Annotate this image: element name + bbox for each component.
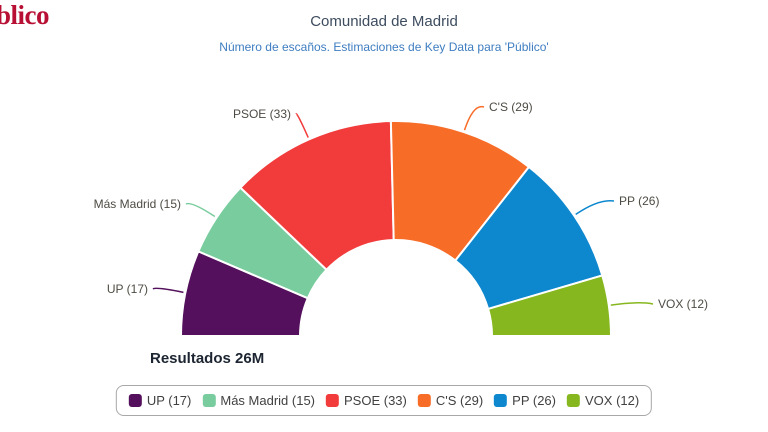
slice-connector-pp <box>575 199 615 215</box>
publico-logo[interactable]: blico <box>0 0 50 30</box>
slice-label-vox: VOX (12) <box>658 297 708 311</box>
slice-label-psoe: PSOE (33) <box>233 107 291 121</box>
legend-swatch-psoe <box>326 394 340 407</box>
legend-item-up[interactable]: UP (17) <box>128 393 192 408</box>
legend-label: VOX (12) <box>585 393 640 408</box>
legend-item-psoe[interactable]: PSOE (33) <box>326 393 407 408</box>
legend-label: C'S (29) <box>435 393 484 408</box>
slice-connector-mas-madrid <box>185 202 216 218</box>
legend-item-mas-madrid[interactable]: Más Madrid (15) <box>202 393 315 408</box>
chart-subtitle: Número de escaños. Estimaciones de Key D… <box>219 40 549 54</box>
results-annotation: Resultados 26M <box>150 350 265 367</box>
slice-connector-c-s <box>463 105 485 131</box>
legend-item-c-s[interactable]: C'S (29) <box>417 393 484 408</box>
legend-item-pp[interactable]: PP (26) <box>494 393 556 408</box>
legend-swatch-c-s <box>417 394 431 407</box>
legend: UP (17) Más Madrid (15) PSOE (33) C'S (29) P… <box>115 385 653 416</box>
slice-vox[interactable] <box>487 274 612 337</box>
slice-connector-psoe <box>295 113 309 138</box>
legend-label: UP (17) <box>146 393 192 408</box>
legend-swatch-mas-madrid <box>202 394 216 407</box>
legend-label: PP (26) <box>512 393 556 408</box>
legend-swatch-up <box>128 394 142 407</box>
slice-label-up: UP (17) <box>107 282 148 296</box>
slice-connector-up <box>152 287 184 294</box>
legend-label: Más Madrid (15) <box>220 393 316 408</box>
slice-label-c-s: C'S (29) <box>489 100 533 114</box>
legend-swatch-pp <box>494 394 508 407</box>
slice-label-pp: PP (26) <box>619 194 659 208</box>
legend-item-vox[interactable]: VOX (12) <box>567 393 639 408</box>
slice-connector-vox <box>610 302 654 306</box>
slice-label-mas-madrid: Más Madrid (15) <box>94 197 181 211</box>
legend-swatch-vox <box>567 394 580 407</box>
chart-title: Comunidad de Madrid <box>310 13 458 30</box>
legend-label: PSOE (33) <box>344 393 407 408</box>
